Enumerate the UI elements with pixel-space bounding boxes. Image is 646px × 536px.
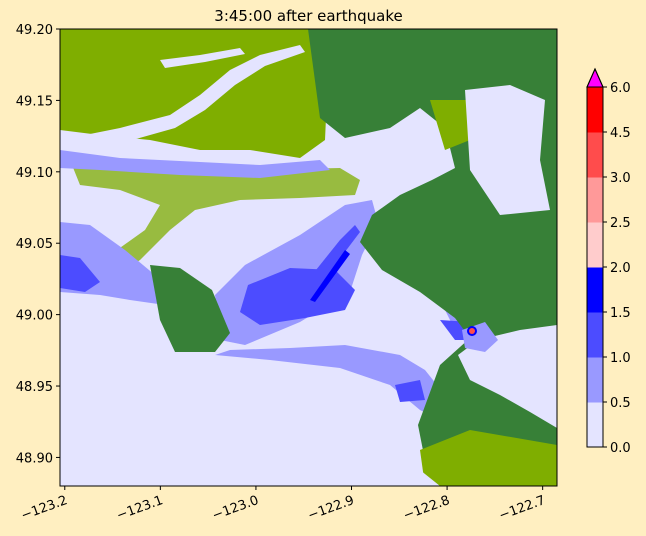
surge-0.5-1.0 [215, 345, 445, 420]
colorbar-segment [587, 87, 603, 133]
surge-1.5-2.0 [310, 250, 350, 302]
river [60, 45, 305, 152]
map-raster [60, 29, 557, 486]
plot-title: 3:45:00 after earthquake [214, 7, 403, 25]
colorbar-tick-label: 3.0 [610, 171, 631, 186]
colorbar-segment [587, 267, 603, 313]
land-east-low [430, 100, 470, 150]
x-tick-label: −122.9 [306, 493, 356, 524]
x-tick-label: −122.8 [402, 493, 452, 524]
y-tick-label: 48.95 [16, 380, 53, 395]
colorbar-tick-label: 6.0 [610, 81, 631, 96]
colorbar-segment [587, 132, 603, 178]
surge-1.0-1.5 [395, 380, 425, 402]
colorbar-segment [587, 177, 603, 223]
coast-water [60, 400, 440, 486]
land-point-roberts [150, 265, 230, 352]
y-tick-label: 48.90 [16, 451, 53, 466]
land-east-low [420, 430, 557, 486]
colorbar-segment [587, 357, 603, 403]
y-axis: 49.20 49.15 49.10 49.05 49.00 48.95 48.90 [16, 23, 60, 466]
plot-frame [59, 28, 558, 487]
colorbar-tick-label: 0.0 [610, 441, 631, 456]
y-tick-label: 49.15 [16, 94, 53, 109]
colorbar: 0.0 0.5 1.0 1.5 2.0 2.5 3.0 4.5 6.0 [586, 67, 631, 456]
surge-1.0-1.5 [60, 255, 100, 292]
colorbar-segment [587, 402, 603, 448]
x-tick-label: −123.1 [115, 493, 165, 524]
colorbar-segment [587, 312, 603, 358]
x-tick-label: −122.7 [497, 493, 547, 524]
colorbar-tick-label: 1.5 [610, 306, 631, 321]
colorbar-tick-label: 2.5 [610, 216, 631, 231]
land-delta [70, 160, 360, 290]
y-tick-label: 49.10 [16, 166, 53, 181]
colorbar-tick-label: 4.5 [610, 126, 631, 141]
y-tick-label: 49.00 [16, 309, 53, 324]
x-tick-label: −123.2 [19, 493, 69, 524]
surge-0.5-1.0 [60, 150, 330, 178]
colorbar-tick-label: 1.0 [610, 351, 631, 366]
river-north-arm [160, 48, 245, 68]
colorbar-tick-label: 0.5 [610, 396, 631, 411]
inlet [465, 85, 550, 215]
surge-1.0-1.5 [300, 225, 360, 290]
colorbar-extend-arrow [586, 67, 604, 88]
colorbar-segment [587, 222, 603, 268]
surge-peak-core [469, 328, 475, 334]
x-tick-label: −123.0 [210, 493, 260, 524]
y-tick-label: 49.05 [16, 237, 53, 252]
colorbar-tick-label: 2.0 [610, 261, 631, 276]
y-tick-label: 49.20 [16, 23, 53, 38]
x-axis: −123.2 −123.1 −123.0 −122.9 −122.8 −122.7 [19, 486, 547, 524]
